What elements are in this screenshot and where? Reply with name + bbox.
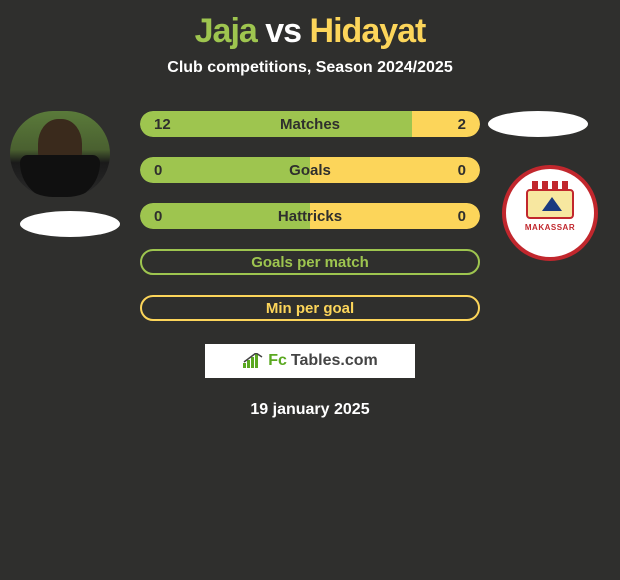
player2-name: Hidayat (310, 12, 426, 50)
subtitle: Club competitions, Season 2024/2025 (0, 59, 620, 77)
brand-chart-icon (242, 353, 264, 369)
club-name: MAKASSAR (525, 223, 575, 232)
player2-avatar-placeholder (488, 111, 588, 137)
bar-segment-left (140, 157, 310, 183)
bar-segment-right (412, 111, 480, 137)
content-area: MAKASSAR 122Matches 00Goals 00Hattricks Goa… (0, 111, 620, 419)
bar-segment-left (140, 203, 310, 229)
bar-segment-left (140, 111, 412, 137)
bar-segment-right (310, 203, 480, 229)
brand-part1: Fc (268, 352, 287, 370)
stat-bar-hattricks: 00Hattricks (140, 203, 480, 229)
stat-bar-min-per-goal: Min per goal (140, 295, 480, 321)
stat-bar-matches: 122Matches (140, 111, 480, 137)
bar-segment-right (310, 157, 480, 183)
player2-club-badge: MAKASSAR (502, 165, 598, 261)
player1-club-placeholder (20, 211, 120, 237)
stats-bars: 122Matches 00Goals 00Hattricks Goals per ma… (140, 111, 480, 321)
date-label: 19 january 2025 (0, 401, 620, 419)
stat-bar-goals: 00Goals (140, 157, 480, 183)
player1-avatar (10, 111, 110, 197)
brand-part2: Tables.com (291, 352, 378, 370)
club-badge-icon (526, 189, 574, 219)
stat-label: Goals per match (142, 254, 478, 271)
stat-bar-goals-per-match: Goals per match (140, 249, 480, 275)
player1-name: Jaja (195, 12, 257, 50)
brand-box[interactable]: FcTables.com (202, 341, 418, 381)
page-title: Jaja vs Hidayat (0, 0, 620, 51)
stat-label: Min per goal (142, 300, 478, 317)
vs-label: vs (265, 12, 301, 50)
